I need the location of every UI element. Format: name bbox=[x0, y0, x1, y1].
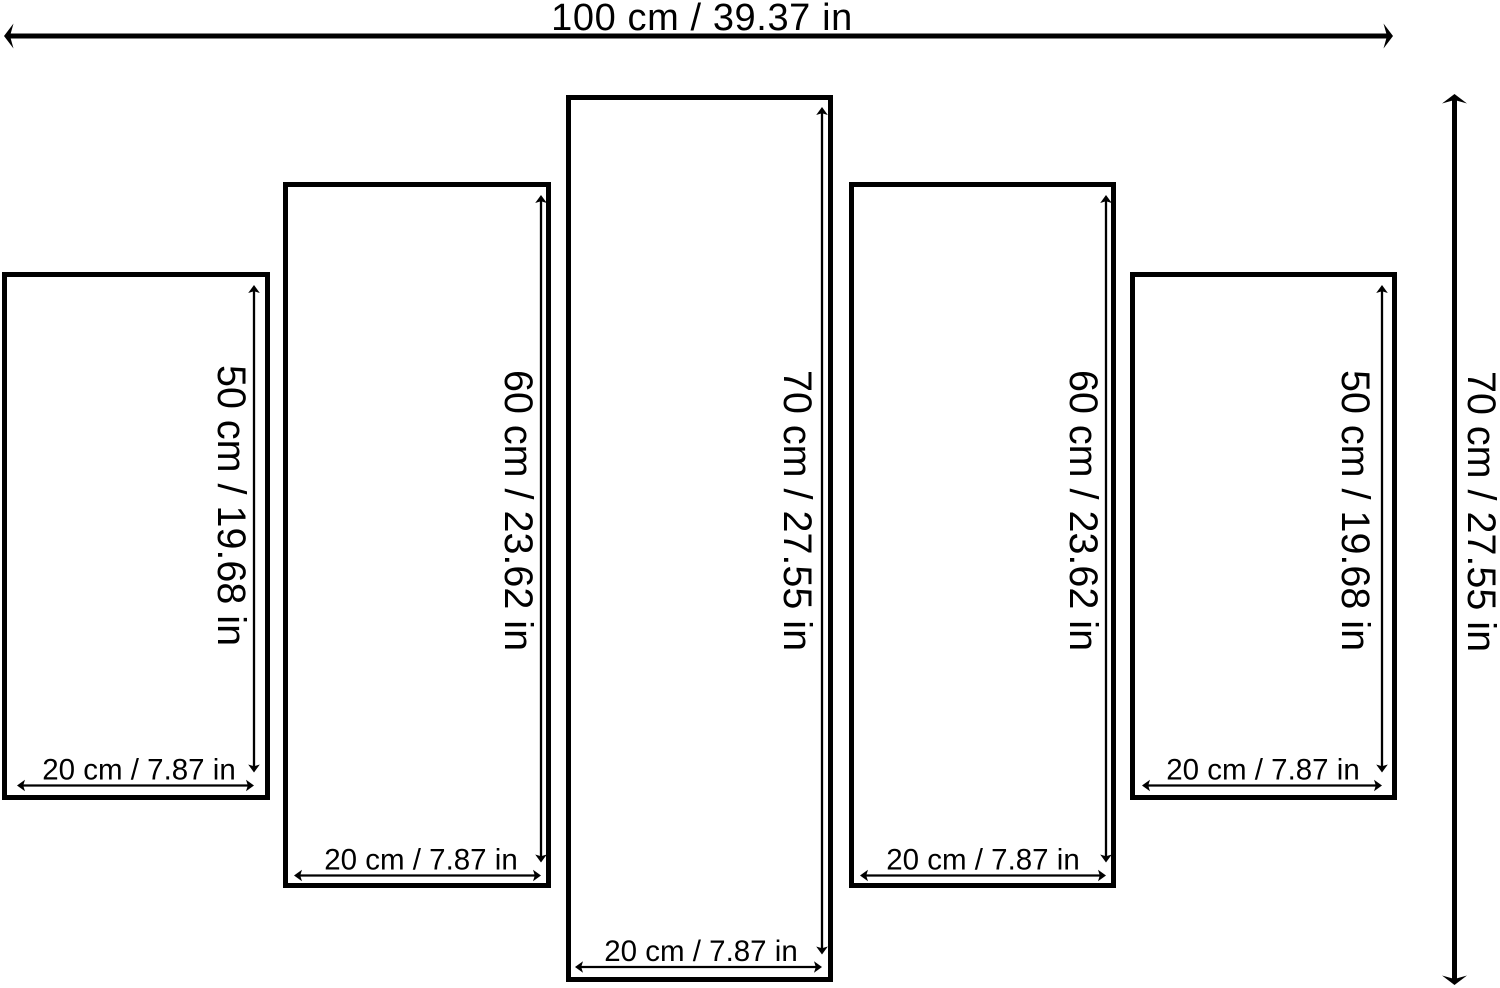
svg-text:60 cm / 23.62 in: 60 cm / 23.62 in bbox=[1061, 370, 1105, 651]
svg-text:60 cm / 23.62 in: 60 cm / 23.62 in bbox=[496, 370, 540, 651]
svg-text:20 cm / 7.87 in: 20 cm / 7.87 in bbox=[1166, 754, 1360, 787]
svg-text:70 cm / 27.55 in: 70 cm / 27.55 in bbox=[775, 370, 819, 651]
svg-text:20 cm / 7.87 in: 20 cm / 7.87 in bbox=[42, 754, 236, 787]
svg-text:20 cm / 7.87 in: 20 cm / 7.87 in bbox=[886, 844, 1080, 877]
svg-text:70 cm / 27.55 in: 70 cm / 27.55 in bbox=[1459, 371, 1500, 652]
svg-text:100 cm / 39.37 in: 100 cm / 39.37 in bbox=[551, 0, 853, 39]
svg-text:20 cm / 7.87 in: 20 cm / 7.87 in bbox=[604, 935, 798, 968]
svg-text:50 cm / 19.68 in: 50 cm / 19.68 in bbox=[209, 365, 253, 646]
svg-text:20 cm / 7.87 in: 20 cm / 7.87 in bbox=[324, 844, 518, 877]
svg-text:50 cm / 19.68 in: 50 cm / 19.68 in bbox=[1333, 370, 1377, 651]
